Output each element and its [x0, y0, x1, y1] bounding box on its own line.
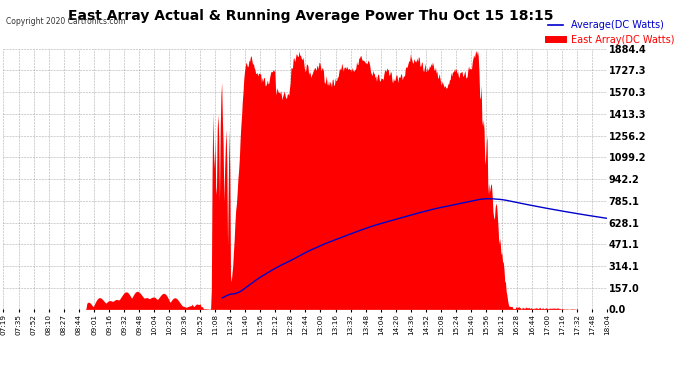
Legend: Average(DC Watts), East Array(DC Watts): Average(DC Watts), East Array(DC Watts)	[544, 16, 678, 49]
Text: Copyright 2020 Cartronics.com: Copyright 2020 Cartronics.com	[6, 17, 125, 26]
Text: East Array Actual & Running Average Power Thu Oct 15 18:15: East Array Actual & Running Average Powe…	[68, 9, 553, 23]
